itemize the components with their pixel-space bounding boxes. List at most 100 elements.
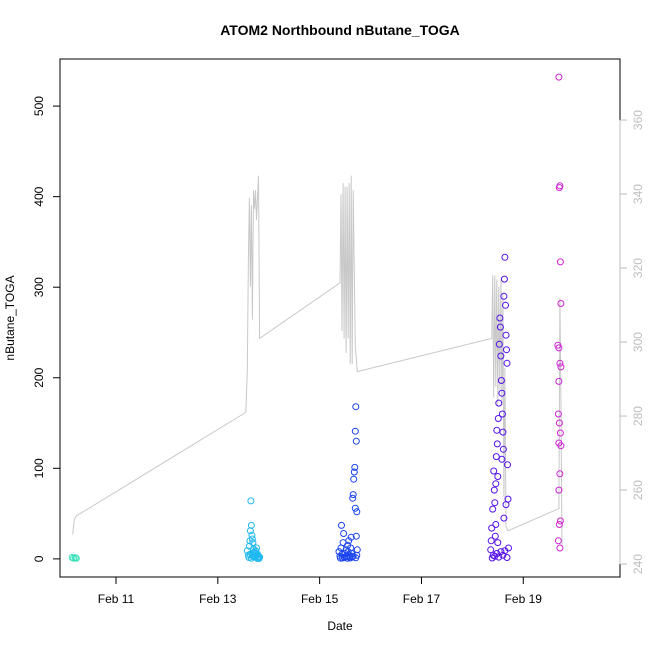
y-tick-label: 200 [32, 367, 46, 387]
right-tick-label: 320 [631, 258, 645, 278]
right-tick-label: 340 [631, 184, 645, 204]
y-tick-label: 300 [32, 277, 46, 297]
data-point [554, 410, 562, 418]
data-point [503, 359, 511, 367]
data-point [500, 292, 508, 300]
data-point [556, 258, 564, 266]
data-point [498, 455, 506, 463]
data-point [503, 346, 510, 354]
data-point [494, 539, 502, 547]
right-tick-label: 300 [631, 332, 645, 352]
data-point [489, 505, 497, 513]
data-point [502, 501, 510, 509]
data-point [492, 521, 500, 528]
x-tick-label: Feb 15 [301, 592, 339, 606]
data-point [502, 301, 509, 309]
data-point [488, 524, 496, 532]
data-point [557, 300, 565, 307]
data-point [492, 480, 500, 488]
data-point [247, 521, 255, 529]
altitude-line [72, 175, 563, 546]
data-point [490, 486, 498, 494]
data-point [504, 461, 511, 469]
data-point [351, 504, 359, 512]
chart-title: ATOM2 Northbound nButane_TOGA [220, 22, 460, 38]
data-point [353, 508, 361, 516]
data-point [491, 532, 499, 540]
data-point [555, 419, 563, 427]
data-point [493, 426, 501, 434]
right-tick-label: 260 [631, 480, 645, 500]
data-point [337, 554, 344, 562]
data-point [487, 537, 495, 545]
x-axis-label: Date [327, 619, 353, 633]
data-point [340, 530, 348, 537]
data-point [497, 377, 505, 384]
data-points-layer [68, 73, 565, 562]
x-tick-label: Feb 17 [403, 592, 441, 606]
data-point [500, 275, 508, 283]
data-point [497, 548, 505, 556]
data-point [499, 428, 507, 436]
data-point [499, 551, 507, 559]
data-point [556, 470, 564, 478]
right-tick-label: 360 [631, 110, 645, 130]
data-point [555, 486, 563, 494]
data-point [349, 491, 357, 499]
data-point [503, 554, 511, 561]
data-point [556, 517, 564, 525]
data-point [498, 389, 506, 397]
data-point [351, 463, 359, 471]
plot-area [59, 58, 621, 578]
data-point [352, 532, 360, 540]
data-point [339, 539, 347, 547]
data-point [557, 442, 565, 450]
data-point [497, 352, 505, 360]
x-tick-label: Feb 13 [199, 592, 237, 606]
y-tick-label: 400 [32, 186, 46, 206]
data-point [72, 554, 80, 562]
right-tick-label: 240 [631, 554, 645, 574]
data-point [500, 514, 508, 522]
data-point [351, 427, 359, 435]
data-point [248, 535, 256, 543]
y-tick-label: 500 [32, 96, 46, 116]
data-point [490, 467, 498, 475]
data-point [556, 182, 564, 190]
data-point [247, 497, 255, 505]
data-point [494, 415, 502, 422]
data-point [554, 537, 562, 545]
data-point [350, 468, 358, 476]
data-point [501, 547, 509, 555]
data-point [555, 73, 563, 81]
data-point [496, 323, 504, 331]
data-point [491, 499, 499, 507]
data-point [492, 453, 500, 461]
altitude-trace-layer [72, 175, 563, 546]
data-point [248, 531, 256, 539]
data-point [556, 359, 564, 367]
data-point [502, 331, 510, 339]
data-point [495, 340, 503, 348]
data-point [248, 551, 256, 559]
data-point [498, 410, 506, 418]
y-axis-label: nButane_TOGA [3, 275, 17, 360]
data-point [250, 553, 257, 561]
data-point [348, 553, 356, 561]
data-point [350, 475, 358, 483]
data-point [349, 494, 357, 502]
data-point [496, 314, 504, 322]
data-point [352, 403, 360, 411]
y-tick-label: 0 [32, 555, 46, 562]
axes-layer: 0 100 200 300 400 500 Feb 11 Feb 13 Feb 15 Feb 17… [32, 96, 645, 606]
data-point [557, 363, 565, 371]
data-point [555, 344, 563, 352]
data-point [487, 546, 495, 554]
data-point [499, 445, 507, 453]
data-point [347, 533, 355, 541]
data-point [501, 253, 509, 261]
data-point [494, 473, 502, 480]
data-point [555, 377, 563, 385]
y-tick-label: 100 [32, 458, 46, 478]
